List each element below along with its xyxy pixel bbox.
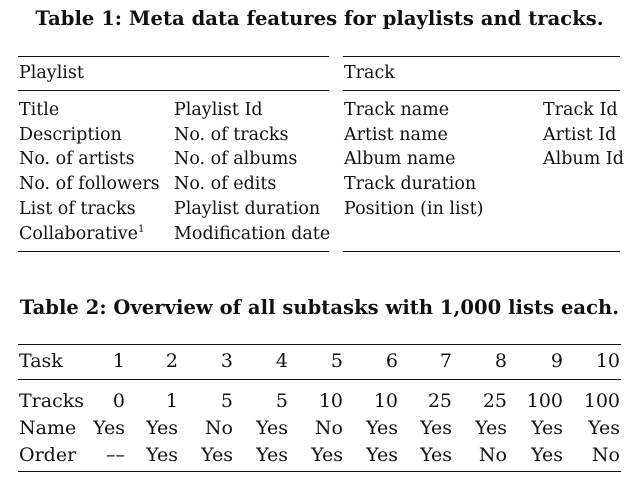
table-cell: No [204, 417, 233, 439]
track-feature: Album name [344, 149, 456, 169]
task-number-header: 10 [595, 350, 620, 372]
table-cell: 100 [583, 390, 620, 412]
task-number-header: 1 [112, 350, 125, 372]
playlist-feature: Description [19, 125, 122, 145]
table-cell: No [591, 444, 620, 466]
table-cell: 5 [275, 390, 288, 412]
playlist-feature: No. of edits [174, 174, 277, 194]
playlist-feature: No. of followers [19, 174, 160, 194]
table-cell: No [314, 417, 343, 439]
task-number-header: 6 [385, 350, 398, 372]
task-number-header: 2 [165, 350, 178, 372]
table-cell: –– [106, 444, 125, 466]
playlist-feature: Modification date [174, 224, 331, 244]
column-header-task: Task [19, 350, 63, 372]
row-label: Order [19, 444, 77, 466]
table-cell: 25 [427, 390, 452, 412]
table-cell: Yes [531, 417, 563, 439]
playlist-feature: Playlist duration [174, 199, 321, 219]
table2-bottom-rule [18, 471, 621, 472]
table-cell: 25 [482, 390, 507, 412]
table2-mid-rule [18, 379, 621, 380]
table-cell: Yes [366, 417, 398, 439]
table-cell: Yes [366, 444, 398, 466]
playlist-mid-rule [18, 90, 329, 91]
table-cell: 100 [526, 390, 563, 412]
task-number-header: 8 [494, 350, 507, 372]
playlist-feature: No. of artists [19, 149, 135, 169]
playlist-feature: Collaborative [19, 224, 138, 244]
playlist-feature: Playlist Id [174, 100, 263, 120]
table-cell: Yes [531, 444, 563, 466]
track-feature: Album Id [543, 149, 624, 169]
track-feature: Artist Id [543, 125, 617, 145]
task-number-header: 7 [439, 350, 452, 372]
table-cell: Yes [93, 417, 125, 439]
track-top-rule [343, 56, 620, 57]
track-feature: Track name [344, 100, 450, 120]
task-number-header: 4 [275, 350, 288, 372]
table-cell: Yes [311, 444, 343, 466]
table-cell: 10 [373, 390, 398, 412]
track-mid-rule [343, 90, 620, 91]
table-cell: Yes [201, 444, 233, 466]
task-number-header: 9 [550, 350, 563, 372]
table2-top-rule [18, 344, 621, 345]
row-label: Tracks [19, 390, 84, 412]
playlist-feature-with-footnote: Collaborative1 [19, 223, 144, 245]
playlist-bottom-rule [18, 251, 329, 252]
track-feature: Position (in list) [344, 199, 484, 219]
playlist-feature: No. of albums [174, 149, 298, 169]
track-feature: Artist name [344, 125, 448, 145]
table2-caption: Table 2: Overview of all subtasks with 1… [19, 296, 620, 319]
playlist-feature: Title [19, 100, 60, 120]
playlist-feature: List of tracks [19, 199, 136, 219]
playlist-feature: No. of tracks [174, 125, 289, 145]
table-cell: 1 [165, 390, 178, 412]
track-feature: Track Id [543, 100, 618, 120]
table-cell: Yes [146, 417, 178, 439]
playlist-top-rule [18, 56, 329, 57]
table-cell: 5 [220, 390, 233, 412]
table-cell: 10 [318, 390, 343, 412]
task-number-header: 3 [220, 350, 233, 372]
task-number-header: 5 [330, 350, 343, 372]
table-cell: 0 [112, 390, 125, 412]
table-cell: Yes [420, 417, 452, 439]
table1-caption: Table 1: Meta data features for playlist… [35, 7, 604, 30]
table-cell: Yes [420, 444, 452, 466]
track-bottom-rule [343, 251, 620, 252]
table-cell: Yes [588, 417, 620, 439]
table-cell: Yes [256, 417, 288, 439]
table-cell: Yes [256, 444, 288, 466]
footnote-mark: 1 [137, 224, 145, 235]
row-label: Name [19, 417, 77, 439]
table-cell: Yes [475, 417, 507, 439]
track-header: Track [344, 63, 395, 83]
playlist-header: Playlist [19, 63, 84, 83]
table-cell: Yes [146, 444, 178, 466]
track-feature: Track duration [344, 174, 477, 194]
table-cell: No [478, 444, 507, 466]
